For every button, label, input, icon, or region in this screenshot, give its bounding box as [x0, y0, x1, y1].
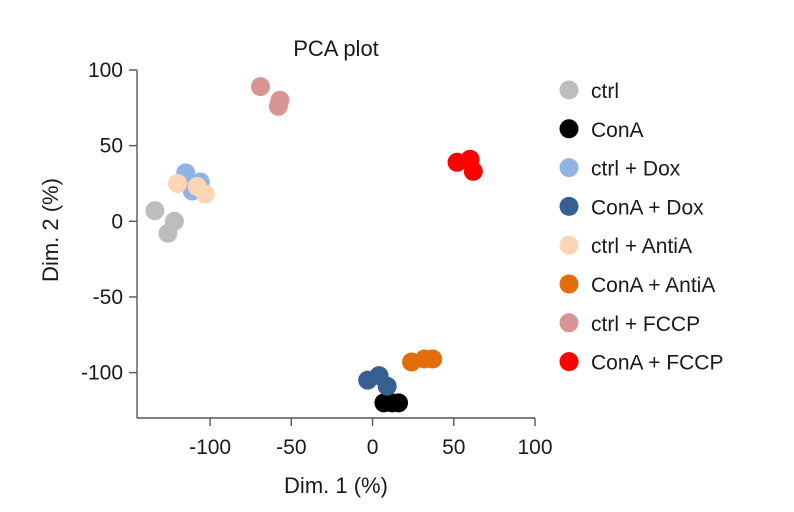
- legend-label-cona-antia: ConA + AntiA: [591, 274, 715, 297]
- point-cona-antia: [423, 349, 443, 369]
- legend-marker-cona-antia: [559, 274, 579, 294]
- point-ctrl: [158, 223, 178, 243]
- point-ctrl: [145, 201, 165, 221]
- point-cona-dox: [377, 376, 397, 396]
- y-tick-label: 100: [88, 59, 123, 82]
- point-ctrl-fccp: [268, 96, 288, 116]
- legend-marker-ctrl: [559, 80, 579, 100]
- legend-label-ctrl: ctrl: [591, 80, 619, 103]
- x-tick-label: 100: [517, 436, 552, 459]
- legend-marker-ctrl-dox: [559, 158, 579, 178]
- x-axis-label: Dim. 1 (%): [284, 473, 388, 498]
- y-axis-label: Dim. 2 (%): [38, 178, 63, 282]
- data-points: [145, 77, 483, 413]
- legend-label-cona-dox: ConA + Dox: [591, 196, 704, 219]
- x-tick-label: -50: [276, 436, 306, 459]
- legend: ctrl ConA ctrl + Dox ConA + Dox ctrl + AntiA…: [559, 80, 723, 375]
- legend-marker-cona-fccp: [559, 352, 579, 372]
- x-tick-label: -100: [189, 436, 231, 459]
- y-tick-label: -100: [81, 362, 123, 385]
- legend-label-cona: ConA: [591, 119, 644, 142]
- point-cona: [389, 393, 409, 413]
- x-tick-label: 0: [367, 436, 379, 459]
- point-ctrl-antia: [168, 173, 188, 193]
- legend-label-cona-fccp: ConA + FCCP: [591, 352, 723, 375]
- legend-label-ctrl-fccp: ctrl + FCCP: [591, 313, 700, 336]
- axes: -100 -50 0 50 100 100 50 0 -50 -100: [81, 59, 553, 459]
- legend-marker-cona-dox: [559, 196, 579, 216]
- legend-label-ctrl-antia: ctrl + AntiA: [591, 235, 692, 258]
- chart-title: PCA plot: [293, 36, 379, 61]
- y-tick-label: -50: [93, 286, 123, 309]
- y-tick-label: 0: [111, 210, 123, 233]
- legend-marker-cona: [559, 119, 579, 139]
- legend-marker-ctrl-antia: [559, 235, 579, 255]
- legend-marker-ctrl-fccp: [559, 313, 579, 333]
- point-cona-fccp: [463, 161, 483, 181]
- point-ctrl-fccp: [250, 77, 270, 97]
- y-tick-label: 50: [100, 135, 123, 158]
- point-ctrl-antia: [187, 177, 207, 197]
- x-tick-label: 50: [442, 436, 465, 459]
- legend-label-ctrl-dox: ctrl + Dox: [591, 158, 681, 181]
